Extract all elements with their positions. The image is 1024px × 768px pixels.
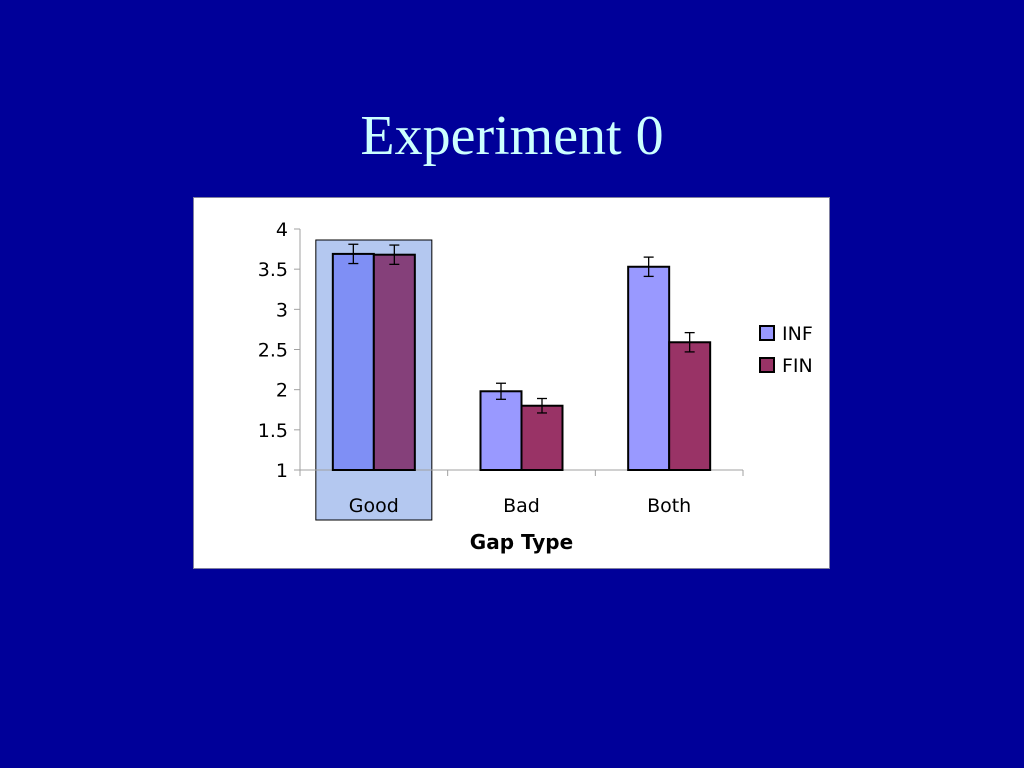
chart-panel: 1 1.5 2 2.5 3 3.5 4 Good Bad Both Gap Type INF FIN (193, 197, 830, 569)
y-tick-label: 3 (276, 299, 288, 321)
y-tick-label: 2 (276, 380, 288, 402)
bar-fin-bad (520, 404, 564, 472)
legend-label-fin: FIN (782, 355, 813, 377)
bar-fin-both (668, 341, 712, 472)
legend-swatch-fin (759, 357, 775, 373)
x-category-label: Both (647, 495, 691, 517)
bar-inf-good (331, 252, 375, 471)
legend-swatch-inf (759, 325, 775, 341)
bar-fin-good (372, 253, 416, 471)
slide-title: Experiment 0 (360, 105, 664, 167)
x-category-label: Good (349, 495, 399, 517)
y-tick-label: 4 (276, 219, 288, 241)
x-axis-title: Gap Type (470, 530, 573, 554)
bar-chart: 1 1.5 2 2.5 3 3.5 4 Good Bad Both Gap Type INF FIN (258, 219, 813, 554)
legend-label-inf: INF (782, 323, 813, 345)
y-tick-label: 3.5 (258, 259, 288, 281)
bar-inf-bad (479, 390, 523, 471)
y-tick-label: 2.5 (258, 340, 288, 362)
x-category-label: Bad (503, 495, 540, 517)
bar-inf-both (627, 265, 671, 471)
y-tick-label: 1 (276, 460, 288, 482)
y-tick-label: 1.5 (258, 420, 288, 442)
